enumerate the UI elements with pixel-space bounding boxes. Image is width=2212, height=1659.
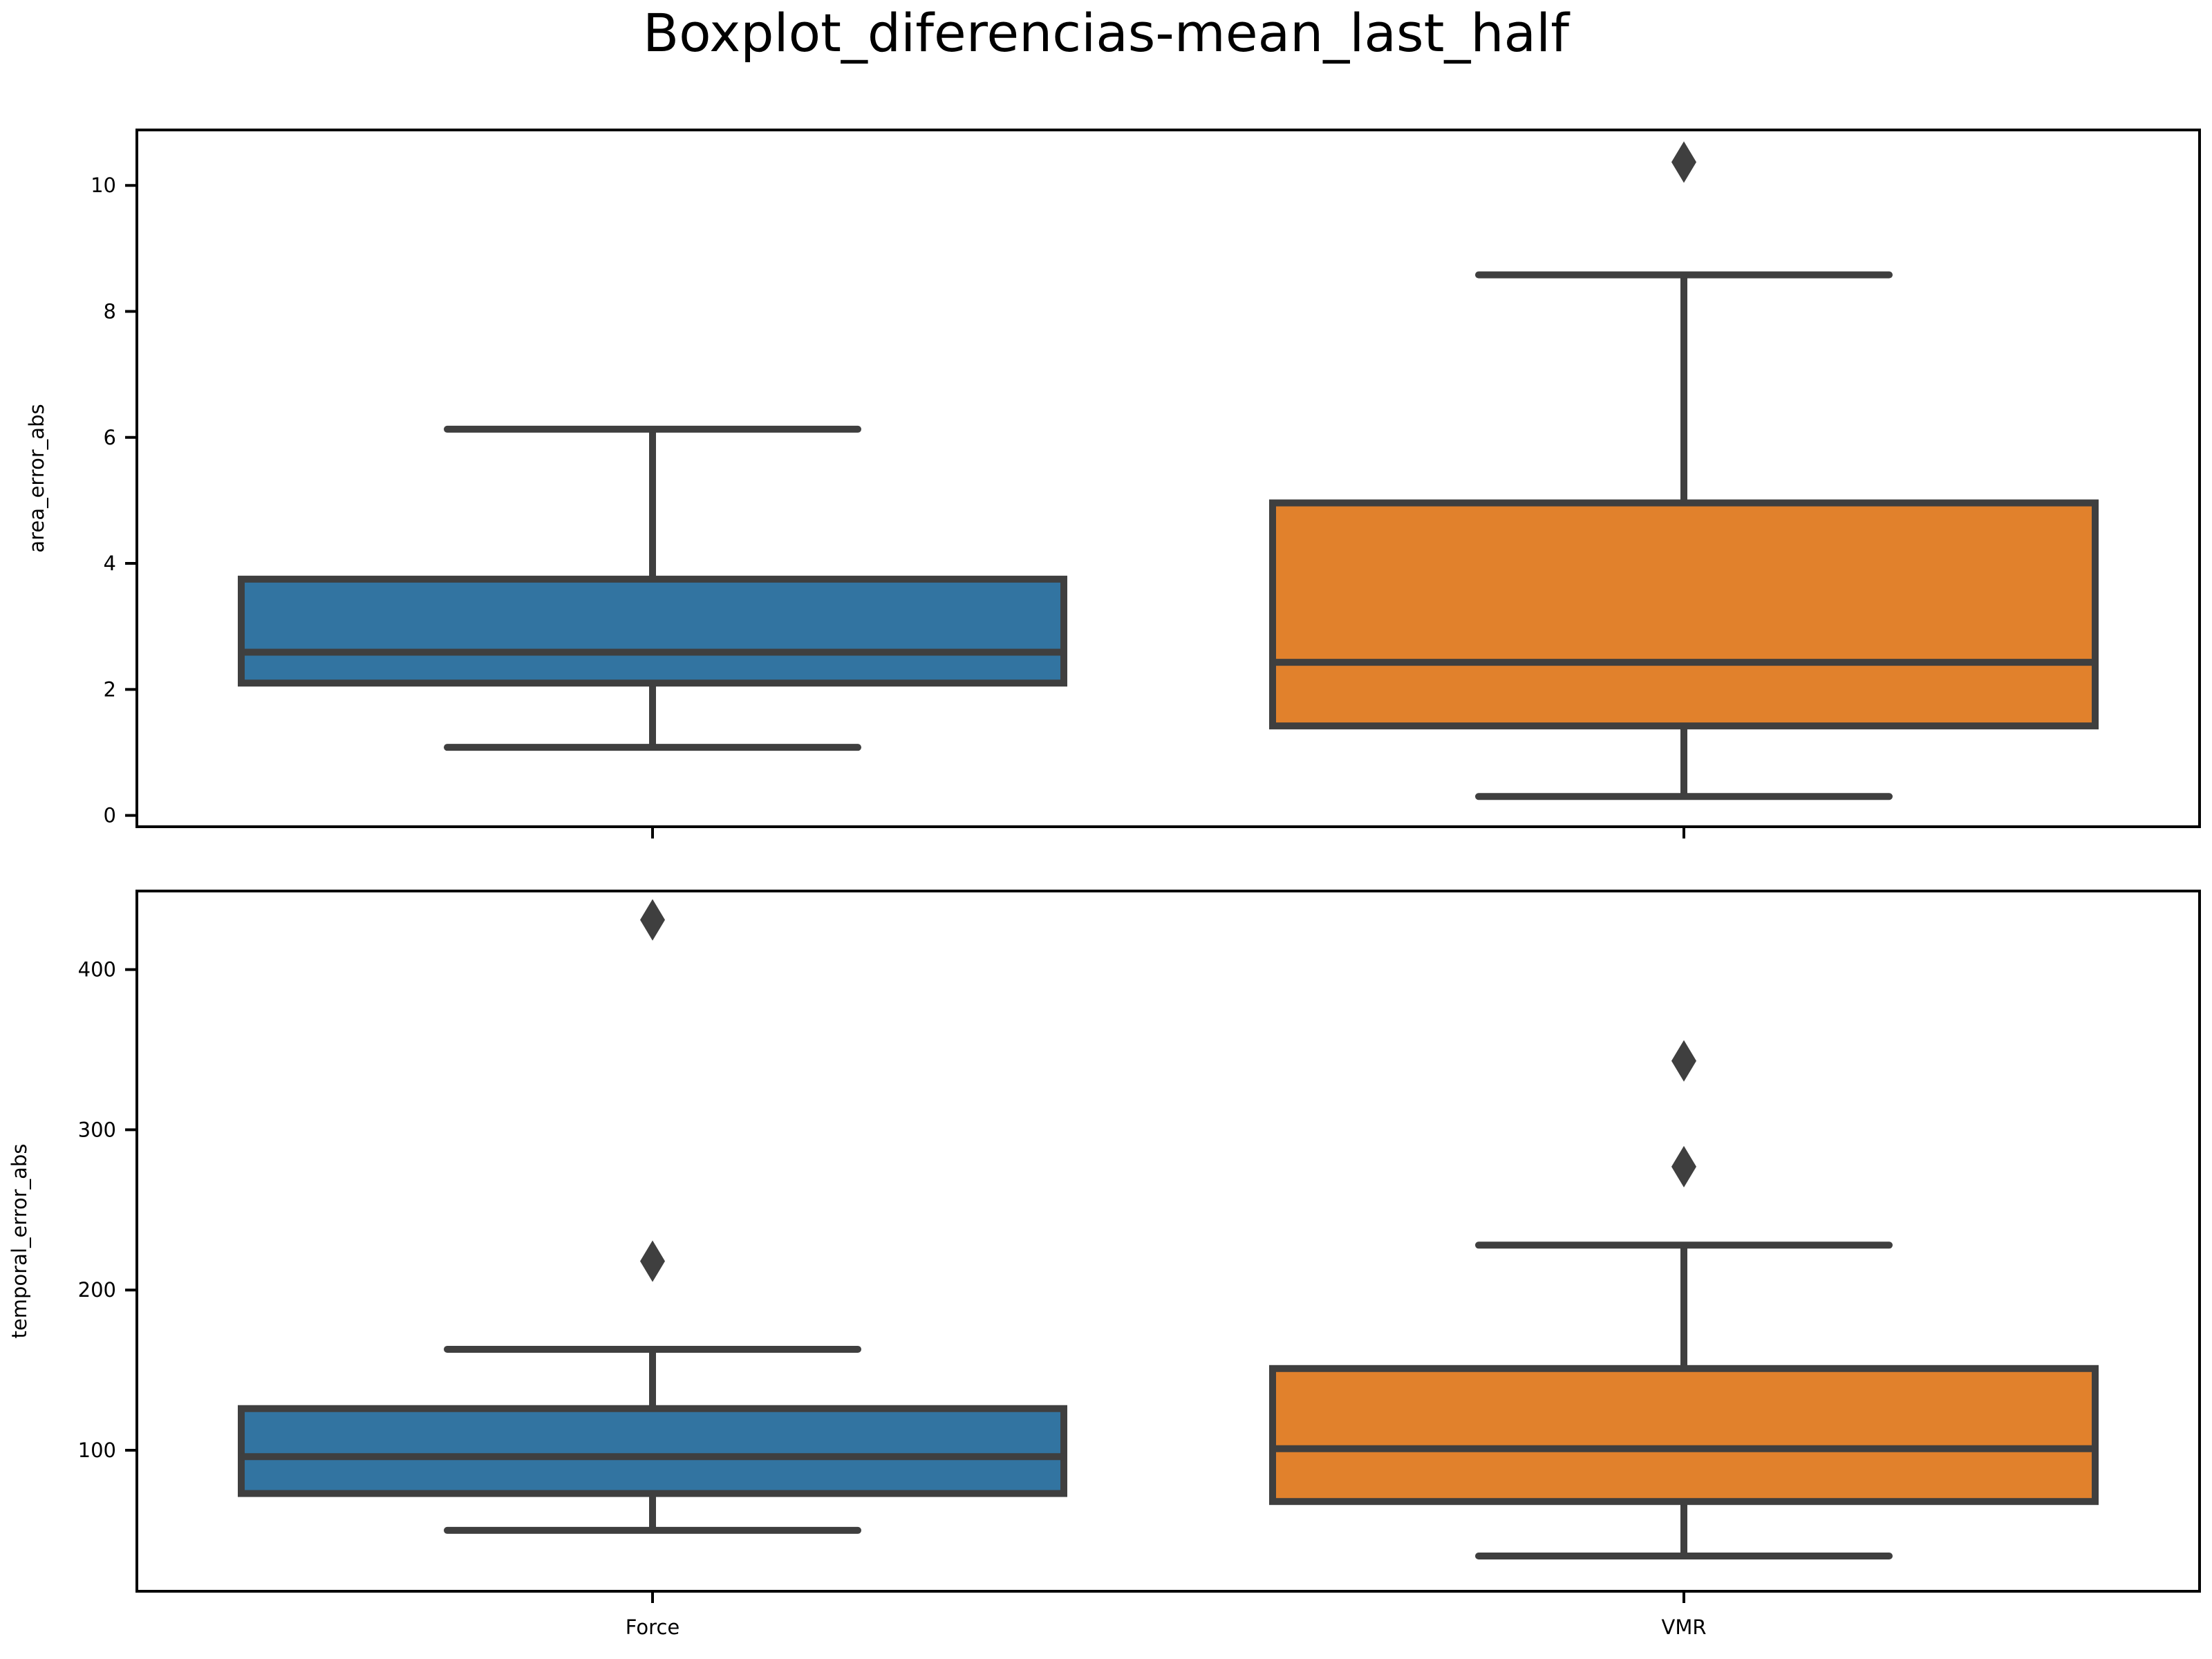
outlier-point xyxy=(1671,141,1696,183)
y-tick-label: 200 xyxy=(78,1278,116,1302)
box-force xyxy=(238,899,1067,1534)
x-tick-label: Force xyxy=(626,1615,679,1639)
y-tick-label: 0 xyxy=(104,804,116,827)
chart-title: Boxplot_diferencias-mean_last_half xyxy=(643,2,1571,64)
y-axis-label: temporal_error_abs xyxy=(8,1144,31,1339)
y-tick-label: 8 xyxy=(104,299,116,323)
box-vmr xyxy=(1269,1040,2099,1560)
y-tick-label: 10 xyxy=(91,174,116,197)
box-force xyxy=(238,425,1067,751)
y-tick-label: 100 xyxy=(78,1438,116,1462)
axes-frame xyxy=(135,890,2201,1593)
outlier-point xyxy=(1671,1145,1696,1188)
box-iqr xyxy=(238,1405,1067,1497)
panel-area-error: 0 2 4 6 8 10 area_error_abs xyxy=(25,129,2201,838)
y-tick-label: 6 xyxy=(104,426,116,449)
y-tick-label: 400 xyxy=(78,958,116,982)
box-iqr xyxy=(1269,1365,2099,1506)
box-iqr xyxy=(1269,499,2099,730)
outlier-point xyxy=(640,899,665,941)
y-tick-label: 2 xyxy=(104,677,116,701)
outlier-point xyxy=(640,1240,665,1282)
outlier-point xyxy=(1671,1040,1696,1082)
box-iqr xyxy=(238,575,1067,687)
box-vmr xyxy=(1269,141,2099,800)
y-tick-label: 4 xyxy=(104,552,116,575)
y-tick-label: 300 xyxy=(78,1118,116,1141)
panel-temporal-error: 100 200 300 400 Force VMR temporal_error_abs xyxy=(8,890,2201,1639)
x-tick-label: VMR xyxy=(1661,1615,1706,1639)
axes-frame xyxy=(135,129,2201,828)
y-axis-label: area_error_abs xyxy=(25,404,48,552)
